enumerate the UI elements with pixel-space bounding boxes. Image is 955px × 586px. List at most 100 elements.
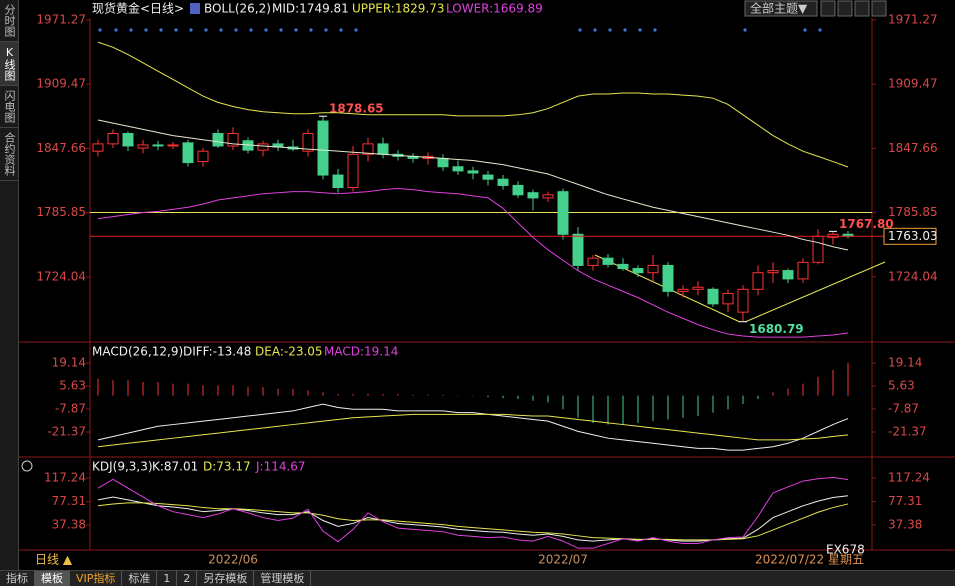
candle-body bbox=[677, 288, 689, 292]
candle-body bbox=[302, 133, 314, 152]
candle-body bbox=[482, 174, 494, 180]
panel-label: D:73.17 bbox=[203, 460, 251, 474]
toolbar: 指标 模板 VIP指标 标准 1 2 另存模板 管理模板 bbox=[0, 570, 955, 586]
side-tab[interactable]: K线图 bbox=[0, 42, 18, 86]
mid-label: MID:1749.81 bbox=[272, 2, 349, 16]
upper-label: UPPER:1829.73 bbox=[352, 2, 444, 16]
x-tick-label: 2022/07 bbox=[538, 553, 588, 567]
candle-body bbox=[452, 166, 464, 172]
y-tick-label: 117.24 bbox=[888, 470, 930, 484]
candle-body bbox=[227, 133, 239, 147]
panel-label: DIFF:-13.48 bbox=[183, 345, 251, 359]
candle-body bbox=[542, 194, 554, 199]
tool-button[interactable] bbox=[854, 0, 870, 17]
y-tick-label: -21.37 bbox=[888, 425, 927, 439]
candle-body bbox=[377, 143, 389, 155]
y-tick-label: 1971.27 bbox=[36, 13, 86, 27]
candle-body bbox=[617, 263, 629, 270]
candle-body bbox=[122, 133, 134, 147]
candle-body bbox=[602, 257, 614, 265]
side-tab[interactable]: 分时图 bbox=[0, 0, 18, 42]
candle-body bbox=[797, 261, 809, 280]
tool-button[interactable] bbox=[837, 0, 853, 17]
y-tick-label: 1785.85 bbox=[36, 205, 86, 219]
candle-body bbox=[512, 184, 524, 196]
candle-body bbox=[767, 270, 779, 274]
toolbar-tab[interactable]: 标准 bbox=[122, 571, 158, 586]
x-tick-label: 2022/06 bbox=[208, 553, 258, 567]
trend-line bbox=[744, 261, 886, 323]
series-line bbox=[97, 413, 849, 448]
symbol: 现货黄金<日线> bbox=[92, 1, 184, 16]
series-line bbox=[97, 502, 849, 541]
candle-body bbox=[497, 178, 509, 186]
panel-label: J:114.67 bbox=[255, 460, 306, 474]
panel-label: K:87.01 bbox=[152, 460, 198, 474]
annotation: 1680.79 bbox=[749, 322, 804, 336]
toolbar-tab[interactable]: 模板 bbox=[35, 571, 70, 586]
toolbar-tab[interactable]: 管理模板 bbox=[254, 571, 312, 586]
y-tick-label: -7.87 bbox=[55, 402, 86, 416]
side-tab[interactable]: 闪电图 bbox=[0, 86, 18, 128]
tool-button[interactable] bbox=[820, 0, 836, 17]
signal-dots bbox=[98, 28, 822, 32]
toolbar-tab[interactable]: 指标 bbox=[0, 571, 35, 586]
candle-body bbox=[632, 268, 644, 274]
candle-body bbox=[812, 235, 824, 263]
candle-body bbox=[107, 133, 119, 145]
candle-body bbox=[257, 143, 269, 151]
toolbar-tab[interactable]: 1 bbox=[157, 571, 178, 586]
tool-button[interactable] bbox=[871, 0, 887, 17]
kdj-icon[interactable] bbox=[21, 460, 33, 472]
sidebar: 分时图 K线图 闪电图 合约资料 bbox=[0, 0, 19, 570]
candle-body bbox=[737, 288, 749, 313]
y-tick-label: 37.38 bbox=[888, 517, 922, 531]
y-tick-label: 1847.66 bbox=[888, 141, 938, 155]
candle-body bbox=[362, 143, 374, 155]
candle-body bbox=[182, 142, 194, 164]
candle-body bbox=[137, 144, 149, 149]
y-tick-label: 1785.85 bbox=[888, 205, 938, 219]
y-tick-label: 1724.04 bbox=[888, 269, 938, 283]
candle-body bbox=[212, 133, 224, 147]
side-tab[interactable]: 合约资料 bbox=[0, 128, 18, 181]
candle-body bbox=[332, 174, 344, 189]
candle-body bbox=[692, 286, 704, 290]
panel-label: DEA:-23.05 bbox=[255, 345, 323, 359]
y-tick-label: 1724.04 bbox=[36, 269, 86, 283]
series-line bbox=[97, 403, 849, 451]
y-tick-label: 5.63 bbox=[59, 379, 86, 393]
y-tick-label: 1909.47 bbox=[888, 77, 938, 91]
candle-body bbox=[197, 150, 209, 163]
theme-text: 全部主题▼ bbox=[750, 1, 808, 16]
price-tag-text: 1763.03 bbox=[888, 229, 938, 243]
series-line bbox=[97, 41, 849, 168]
period: 日线 ▲ bbox=[35, 553, 73, 567]
y-tick-label: 5.63 bbox=[888, 379, 915, 393]
candle-body bbox=[527, 192, 539, 199]
toolbar-tab[interactable]: VIP指标 bbox=[70, 571, 123, 586]
candle-body bbox=[437, 157, 449, 168]
y-tick-label: 77.31 bbox=[52, 494, 86, 508]
candle-body bbox=[572, 233, 584, 266]
boll-icon bbox=[190, 3, 200, 14]
candle-body bbox=[752, 272, 764, 290]
y-tick-label: 19.14 bbox=[888, 355, 922, 369]
y-tick-label: 37.38 bbox=[52, 517, 86, 531]
cursor-date: 2022/07/22 星期五 bbox=[755, 553, 864, 567]
theme-select[interactable] bbox=[744, 0, 818, 17]
candle-body bbox=[467, 170, 479, 174]
annotation: 1878.65 bbox=[329, 102, 384, 116]
candle-body bbox=[92, 143, 104, 152]
toolbar-tab[interactable]: 2 bbox=[177, 571, 198, 586]
candle-body bbox=[662, 264, 674, 292]
y-tick-label: 117.24 bbox=[44, 470, 86, 484]
y-tick-label: 1971.27 bbox=[888, 13, 938, 27]
candle-body bbox=[152, 144, 164, 147]
price-tag bbox=[883, 227, 937, 245]
y-tick-label: 19.14 bbox=[52, 355, 86, 369]
toolbar-tab[interactable]: 另存模板 bbox=[197, 571, 255, 586]
candle-body bbox=[782, 270, 794, 280]
series-line bbox=[97, 119, 849, 251]
